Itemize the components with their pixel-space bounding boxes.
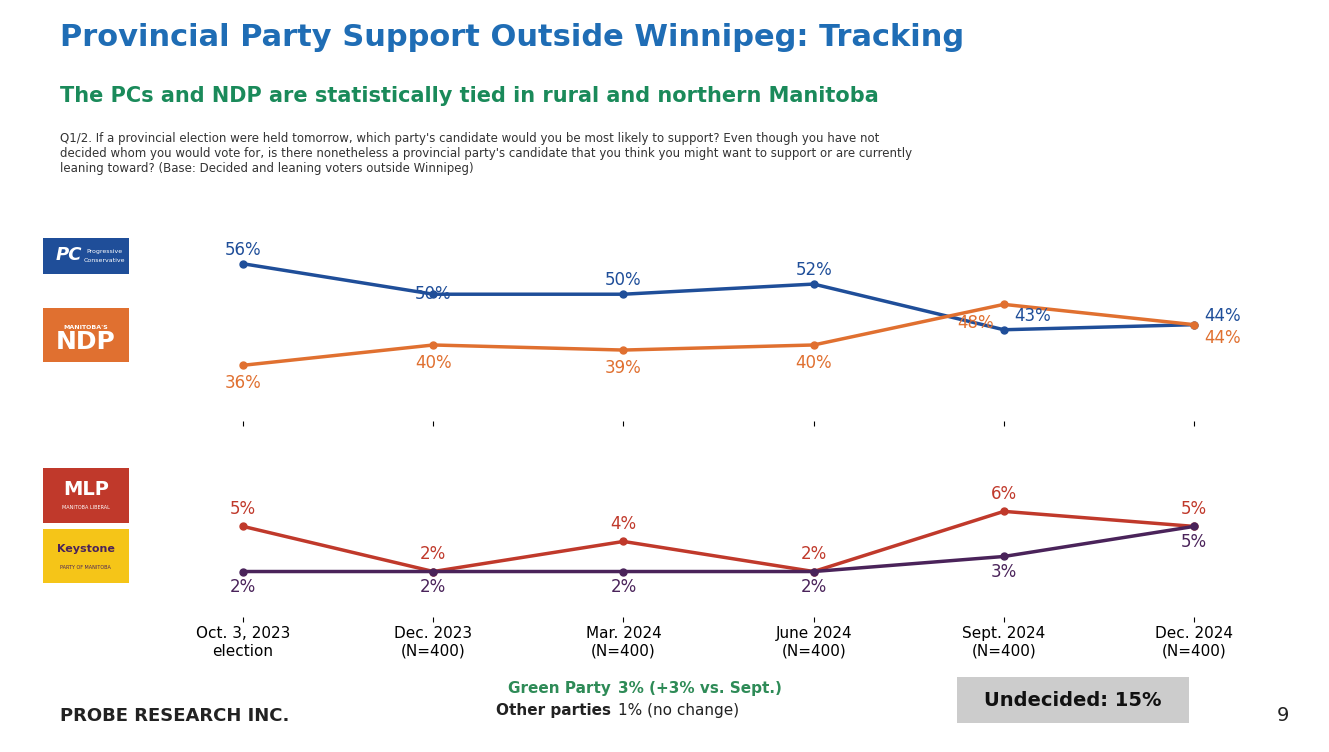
Text: The PCs and NDP are statistically tied in rural and northern Manitoba: The PCs and NDP are statistically tied i…	[60, 86, 878, 107]
Text: 50%: 50%	[415, 285, 452, 303]
Text: 5%: 5%	[230, 500, 256, 518]
Text: 52%: 52%	[795, 261, 832, 279]
Text: MANITOBA'S: MANITOBA'S	[64, 325, 108, 330]
Text: PROBE RESEARCH INC.: PROBE RESEARCH INC.	[60, 707, 290, 725]
Text: MLP: MLP	[62, 480, 109, 499]
Text: Conservative: Conservative	[84, 257, 125, 262]
Text: Keystone: Keystone	[57, 544, 114, 554]
Text: Other parties: Other parties	[496, 703, 611, 718]
Text: 5%: 5%	[1181, 533, 1207, 551]
Text: 1% (no change): 1% (no change)	[618, 703, 739, 718]
Text: Green Party: Green Party	[509, 681, 611, 696]
Text: 44%: 44%	[1204, 329, 1241, 347]
Text: 43%: 43%	[1014, 307, 1051, 325]
Text: 2%: 2%	[230, 578, 256, 596]
Text: 2%: 2%	[610, 578, 637, 596]
Text: 2%: 2%	[800, 545, 827, 563]
Text: 5%: 5%	[1181, 500, 1207, 518]
Text: NDP: NDP	[56, 330, 116, 354]
Text: 4%: 4%	[610, 515, 637, 533]
Text: 39%: 39%	[605, 359, 642, 378]
Text: 2%: 2%	[420, 545, 447, 563]
Text: 9: 9	[1276, 706, 1289, 726]
Text: 56%: 56%	[225, 241, 262, 259]
Text: 3%: 3%	[990, 563, 1017, 581]
Text: Progressive: Progressive	[86, 248, 122, 253]
Text: PC: PC	[56, 246, 81, 264]
Text: 6%: 6%	[991, 485, 1017, 503]
Text: 3% (+3% vs. Sept.): 3% (+3% vs. Sept.)	[618, 681, 781, 696]
Text: 36%: 36%	[225, 374, 262, 393]
Text: 2%: 2%	[420, 578, 447, 596]
Text: 44%: 44%	[1204, 307, 1241, 325]
Text: 40%: 40%	[795, 354, 832, 372]
Text: 2%: 2%	[800, 578, 827, 596]
Text: 50%: 50%	[605, 271, 642, 290]
Text: Undecided: 15%: Undecided: 15%	[985, 690, 1162, 710]
Text: Provincial Party Support Outside Winnipeg: Tracking: Provincial Party Support Outside Winnipe…	[60, 23, 964, 52]
Text: MANITOBA LIBERAL: MANITOBA LIBERAL	[61, 505, 110, 510]
Text: PARTY OF MANITOBA: PARTY OF MANITOBA	[60, 566, 112, 570]
Text: Q1/2. If a provincial election were held tomorrow, which party's candidate would: Q1/2. If a provincial election were held…	[60, 132, 912, 174]
Text: 40%: 40%	[415, 354, 452, 372]
Text: 48%: 48%	[957, 314, 994, 332]
